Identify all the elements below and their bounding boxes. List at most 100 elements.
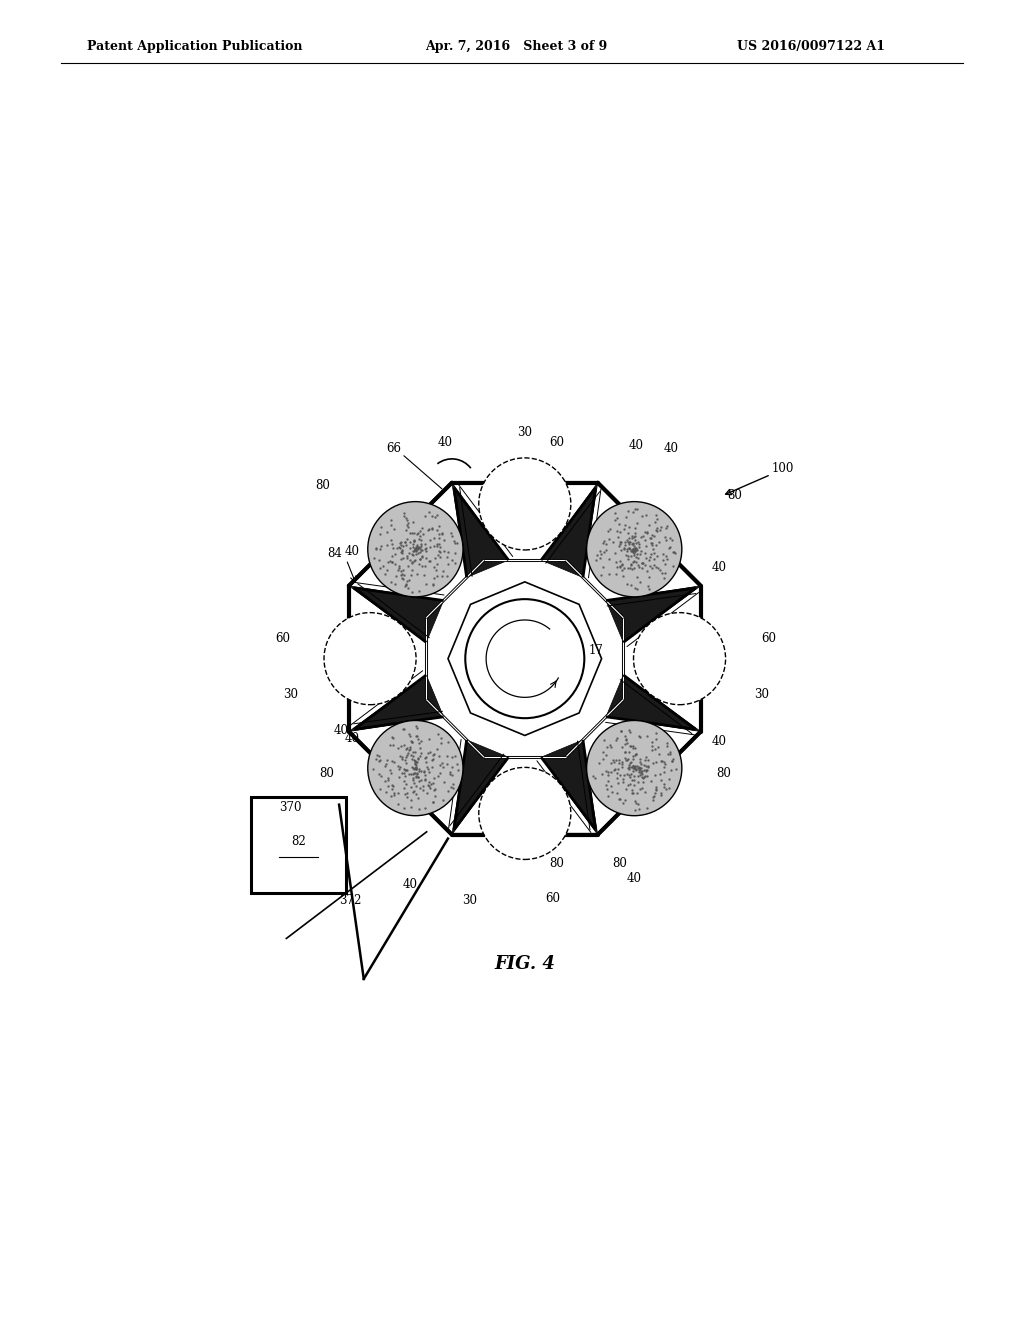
Point: [631, 762, 647, 783]
Point: [621, 533, 637, 554]
Point: [629, 499, 645, 520]
Point: [612, 557, 629, 578]
Point: [630, 532, 646, 553]
Point: [401, 723, 418, 744]
Point: [657, 562, 674, 583]
Text: 82: 82: [291, 834, 306, 847]
Point: [616, 532, 633, 553]
Point: [636, 755, 652, 776]
Point: [629, 540, 645, 561]
Point: [417, 797, 433, 818]
Point: [601, 548, 617, 569]
Point: [644, 525, 660, 546]
Point: [617, 507, 634, 528]
Point: [647, 764, 664, 785]
Text: 30: 30: [517, 426, 532, 440]
Point: [595, 531, 611, 552]
Point: [408, 766, 424, 787]
Point: [638, 548, 654, 569]
Point: [634, 553, 650, 574]
Point: [613, 553, 630, 574]
Point: [660, 537, 677, 558]
Point: [662, 528, 678, 549]
Point: [640, 748, 656, 770]
Point: [624, 780, 640, 801]
Point: [444, 549, 461, 570]
Point: [648, 723, 665, 744]
Point: [638, 536, 654, 557]
Point: [377, 564, 393, 585]
Point: [408, 544, 424, 565]
Point: [632, 752, 648, 774]
Point: [622, 721, 638, 742]
Point: [397, 759, 414, 780]
Point: [627, 523, 643, 544]
Point: [623, 751, 639, 772]
Point: [411, 799, 427, 820]
Point: [408, 540, 424, 561]
Point: [399, 516, 416, 537]
Point: [411, 759, 427, 780]
Point: [640, 513, 656, 535]
Point: [624, 783, 640, 804]
Point: [602, 734, 618, 755]
Point: [640, 549, 656, 570]
Point: [650, 557, 667, 578]
Point: [408, 539, 424, 560]
Point: [644, 735, 660, 756]
Point: [651, 519, 668, 540]
Point: [368, 537, 384, 558]
Point: [652, 783, 669, 804]
Point: [626, 540, 642, 561]
Point: [398, 738, 415, 759]
Point: [639, 561, 655, 582]
Point: [603, 737, 620, 758]
Point: [625, 533, 641, 554]
Point: [598, 737, 614, 758]
Point: [407, 549, 423, 570]
Point: [614, 565, 631, 586]
Point: [622, 528, 638, 549]
Point: [646, 525, 663, 546]
Text: FIG. 4: FIG. 4: [495, 956, 555, 973]
Point: [621, 537, 637, 558]
Point: [630, 766, 646, 787]
Point: [424, 517, 440, 539]
Point: [428, 519, 444, 540]
Point: [652, 516, 669, 537]
Point: [658, 529, 675, 550]
Point: [435, 789, 452, 810]
Point: [637, 543, 653, 564]
Point: [408, 539, 424, 560]
Point: [627, 775, 643, 796]
Point: [382, 785, 398, 807]
Point: [406, 759, 422, 780]
Text: US 2016/0097122 A1: US 2016/0097122 A1: [737, 40, 886, 53]
Point: [413, 540, 429, 561]
Point: [621, 719, 637, 741]
Point: [612, 721, 629, 742]
Point: [397, 783, 414, 804]
Point: [412, 537, 428, 558]
Point: [626, 540, 642, 561]
Point: [411, 733, 427, 754]
Point: [381, 550, 397, 572]
Point: [413, 770, 429, 791]
Point: [435, 756, 452, 777]
Point: [393, 568, 410, 589]
Point: [387, 573, 403, 594]
Point: [413, 529, 429, 550]
Point: [617, 729, 634, 750]
Point: [414, 546, 430, 568]
Point: [407, 772, 423, 793]
Point: [407, 742, 423, 763]
Point: [595, 742, 611, 763]
Point: [396, 797, 413, 818]
Point: [600, 764, 616, 785]
Point: [609, 727, 626, 748]
Point: [385, 775, 401, 796]
Text: 80: 80: [716, 767, 731, 780]
Point: [628, 541, 644, 562]
Point: [628, 792, 644, 813]
Point: [406, 531, 422, 552]
